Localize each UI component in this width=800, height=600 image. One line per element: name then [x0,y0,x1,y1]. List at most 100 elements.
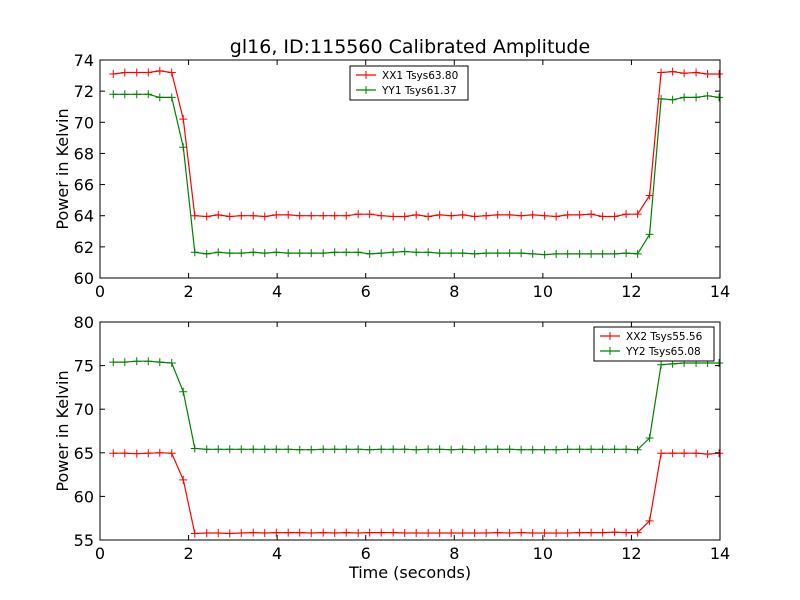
data-point-marker [120,90,129,99]
data-point-marker [552,212,561,221]
data-point-marker [493,210,502,219]
bottom-plot: 0 2 4 6 8 10 12 14 55 60 65 70 75 80 Power in Kelvin Ti… [53,313,730,582]
data-point-marker [633,528,642,537]
x-tick-label: 2 [183,544,193,563]
data-point-marker [109,449,118,458]
x-tick-label: 6 [361,544,371,563]
legend-box [349,65,469,101]
data-point-marker [470,529,479,538]
data-point-marker [319,211,328,220]
data-point-marker [598,249,607,258]
data-point-marker [424,445,433,454]
legend-marker [606,332,614,340]
data-point-marker [505,445,514,454]
data-point-marker [470,212,479,221]
data-point-marker [307,529,316,538]
data-point-marker [167,93,176,102]
data-point-marker [295,445,304,454]
data-point-marker [540,250,549,259]
y-tick-label: 80 [74,313,94,332]
data-point-marker [668,449,677,458]
data-point-marker [493,249,502,258]
axes-frame [99,59,721,279]
data-point-marker [365,445,374,454]
data-point-marker [237,249,246,258]
data-point-marker [680,449,689,458]
data-point-marker [202,249,211,258]
data-point-marker [703,450,712,459]
data-point-marker [272,210,281,219]
data-point-marker [517,211,526,220]
data-point-marker [377,211,386,220]
data-point-marker [528,445,537,454]
data-point-marker [272,248,281,257]
data-point-marker [225,445,234,454]
data-point-marker [389,248,398,257]
data-point-marker [587,210,596,219]
data-point-marker [120,68,129,77]
data-point-marker [377,445,386,454]
data-point-marker [365,528,374,537]
data-point-marker [214,248,223,257]
data-point-marker [447,211,456,220]
x-tick-label: 14 [710,282,730,301]
data-point-marker [307,249,316,258]
data-point-marker [482,445,491,454]
data-point-marker [179,143,188,152]
data-point-marker [563,210,572,219]
data-point-marker [610,528,619,537]
data-point-marker [190,248,199,257]
data-point-marker [458,445,467,454]
data-point-marker [179,475,188,484]
data-point-marker [552,529,561,538]
data-point-marker [622,445,631,454]
data-point-marker [692,68,701,77]
data-point-marker [482,249,491,258]
data-point-marker [365,249,374,258]
data-point-marker [354,445,363,454]
x-tick-label: 0 [95,282,105,301]
data-point-marker [167,68,176,77]
data-point-marker [155,448,164,457]
data-point-marker [435,249,444,258]
data-point-marker [517,445,526,454]
data-point-marker [260,445,269,454]
legend-label: XX1 Tsys63.80 [382,70,458,82]
data-point-marker [144,90,153,99]
data-point-marker [389,445,398,454]
data-point-marker [400,445,409,454]
data-point-marker [703,91,712,100]
data-point-marker [633,445,642,454]
legend-marker [606,347,614,355]
chart-title: gl16, ID:115560 Calibrated Amplitude [230,36,590,58]
data-point-marker [470,445,479,454]
data-point-marker [249,248,258,257]
data-point-marker [330,529,339,538]
data-point-marker [295,528,304,537]
y-tick-label: 62 [74,238,94,257]
data-point-marker [272,445,281,454]
data-point-marker [260,249,269,258]
y-tick-label: 74 [74,51,94,70]
data-point-marker [563,529,572,538]
data-point-marker [493,528,502,537]
data-point-marker [528,210,537,219]
data-point-marker [412,445,421,454]
data-point-marker [214,210,223,219]
data-point-marker [354,529,363,538]
data-point-marker [575,528,584,537]
data-point-marker [692,449,701,458]
data-point-marker [144,449,153,458]
data-point-marker [319,249,328,258]
data-point-marker [132,449,141,458]
data-point-marker [715,93,724,102]
data-point-marker [307,211,316,220]
data-point-marker [284,445,293,454]
data-point-marker [435,529,444,538]
data-point-marker [319,445,328,454]
y-tick-label: 65 [74,444,94,463]
data-point-marker [330,445,339,454]
data-point-marker [237,211,246,220]
